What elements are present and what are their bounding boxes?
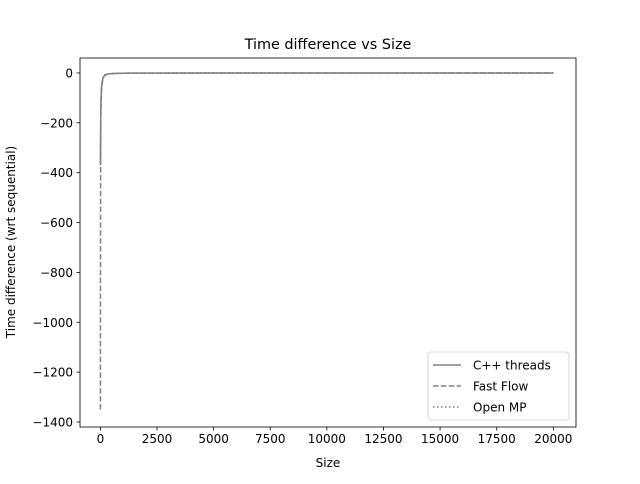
y-tick-label: −1200 bbox=[32, 366, 73, 380]
y-tick-label: −800 bbox=[40, 266, 73, 280]
y-tick-label: 0 bbox=[65, 66, 73, 80]
y-tick-label: −400 bbox=[40, 166, 73, 180]
x-tick-label: 2500 bbox=[142, 432, 173, 446]
legend-label: Open MP bbox=[473, 401, 526, 415]
x-axis-ticks: 0 2500 5000 7500 10000 12500 15000 17500 20000 bbox=[97, 427, 572, 446]
legend: C++ threads Fast Flow Open MP bbox=[427, 351, 570, 421]
y-tick-label: −1400 bbox=[32, 416, 73, 430]
y-tick-label: −600 bbox=[40, 216, 73, 230]
series-line-2 bbox=[99, 72, 554, 163]
x-axis-label: Size bbox=[316, 456, 341, 470]
y-tick-label: −200 bbox=[40, 116, 73, 130]
y-axis-ticks: −1400 −1200 −1000 −800 −600 −400 −200 0 bbox=[32, 66, 80, 430]
legend-label: Fast Flow bbox=[473, 380, 529, 394]
x-tick-label: 7500 bbox=[255, 432, 286, 446]
x-tick-label: 10000 bbox=[308, 432, 346, 446]
series-layer bbox=[99, 72, 554, 410]
y-tick-label: −1000 bbox=[32, 316, 73, 330]
legend-box bbox=[427, 351, 570, 421]
x-tick-label: 5000 bbox=[198, 432, 229, 446]
x-tick-label: 17500 bbox=[478, 432, 516, 446]
x-tick-label: 20000 bbox=[534, 432, 572, 446]
x-tick-label: 15000 bbox=[421, 432, 459, 446]
chart-title: Time difference vs Size bbox=[244, 37, 412, 53]
x-tick-label: 12500 bbox=[364, 432, 402, 446]
y-axis-label: Time difference (wrt sequential) bbox=[4, 146, 18, 339]
legend-label: C++ threads bbox=[473, 359, 551, 373]
x-tick-label: 0 bbox=[97, 432, 105, 446]
plot-frame bbox=[79, 57, 577, 428]
